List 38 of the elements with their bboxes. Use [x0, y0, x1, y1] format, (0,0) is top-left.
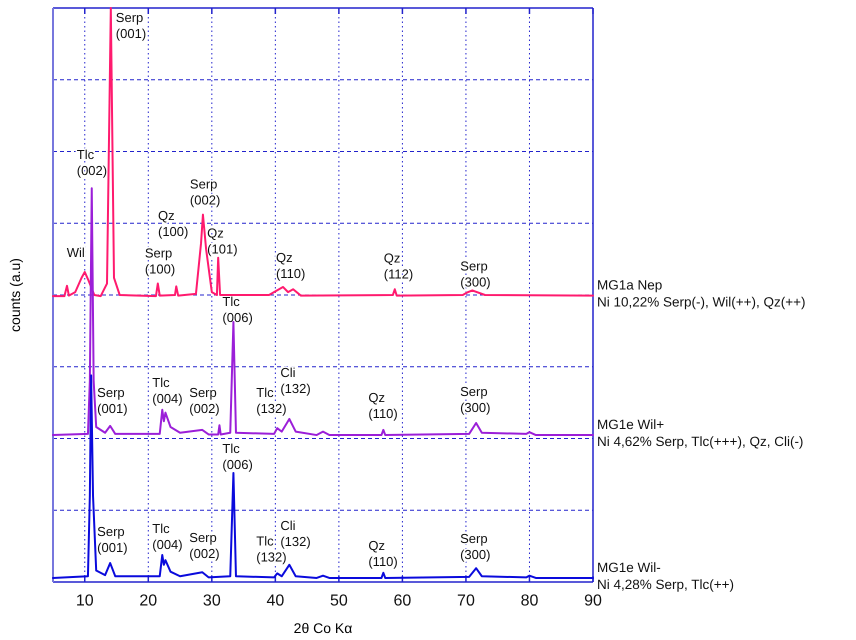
annotation: Serp (100) — [144, 246, 176, 277]
x-tick-label: 20 — [139, 592, 158, 610]
annotation: Tlc (006) — [222, 294, 253, 325]
annotation: Tlc (004) — [152, 374, 183, 406]
annotation: Serp (300) — [460, 531, 490, 562]
annotation: Serp (300) — [460, 384, 490, 415]
y-axis-title: counts (a.u) — [7, 258, 23, 332]
series-label: MG1e Wil+ Ni 4,62% Serp, Tlc(+++), Qz, Cli(-) — [597, 417, 804, 450]
annotation: Serp (001) — [97, 524, 128, 556]
annotation: Qz (110) — [276, 250, 306, 281]
series-label: MG1e Wil- Ni 4,28% Serp, Tlc(++) — [597, 560, 734, 592]
x-axis-title: 2θ Co Kα — [294, 620, 352, 636]
x-tick-label: 70 — [457, 592, 475, 610]
x-tick-label: 80 — [520, 592, 538, 610]
annotation: Tlc (004) — [152, 521, 183, 552]
x-tick-label: 40 — [266, 592, 284, 610]
annotation: Serp (001) — [116, 10, 146, 41]
annotation: Qz (110) — [368, 390, 398, 421]
annotation: Serp (002) — [189, 384, 220, 416]
annotation: Qz (100) — [158, 208, 188, 239]
annotation: Qz (112) — [384, 250, 414, 282]
x-tick-label: 30 — [202, 592, 221, 610]
x-tick-label: 90 — [584, 592, 602, 610]
annotation: Wil — [66, 245, 85, 260]
annotation: Qz (110) — [368, 538, 398, 569]
x-tick-label: 60 — [394, 592, 412, 610]
annotation: Tlc (006) — [222, 440, 253, 472]
annotation: Serp (300) — [460, 258, 491, 290]
x-tick-label: 10 — [76, 592, 94, 610]
annotation: Serp (001) — [97, 384, 128, 416]
annotation: Tlc (002) — [76, 147, 108, 178]
annotation: Qz (101) — [207, 226, 238, 257]
annotation: Cli (132) — [280, 364, 311, 396]
annotation: Serp (002) — [190, 176, 220, 208]
annotation: Serp (002) — [189, 530, 220, 562]
series-label: MG1a Nep Ni 10,22% Serp(-), Wil(++), Qz(++) — [597, 278, 806, 310]
annotation: Cli (132) — [280, 518, 311, 549]
x-tick-label: 50 — [330, 592, 348, 610]
